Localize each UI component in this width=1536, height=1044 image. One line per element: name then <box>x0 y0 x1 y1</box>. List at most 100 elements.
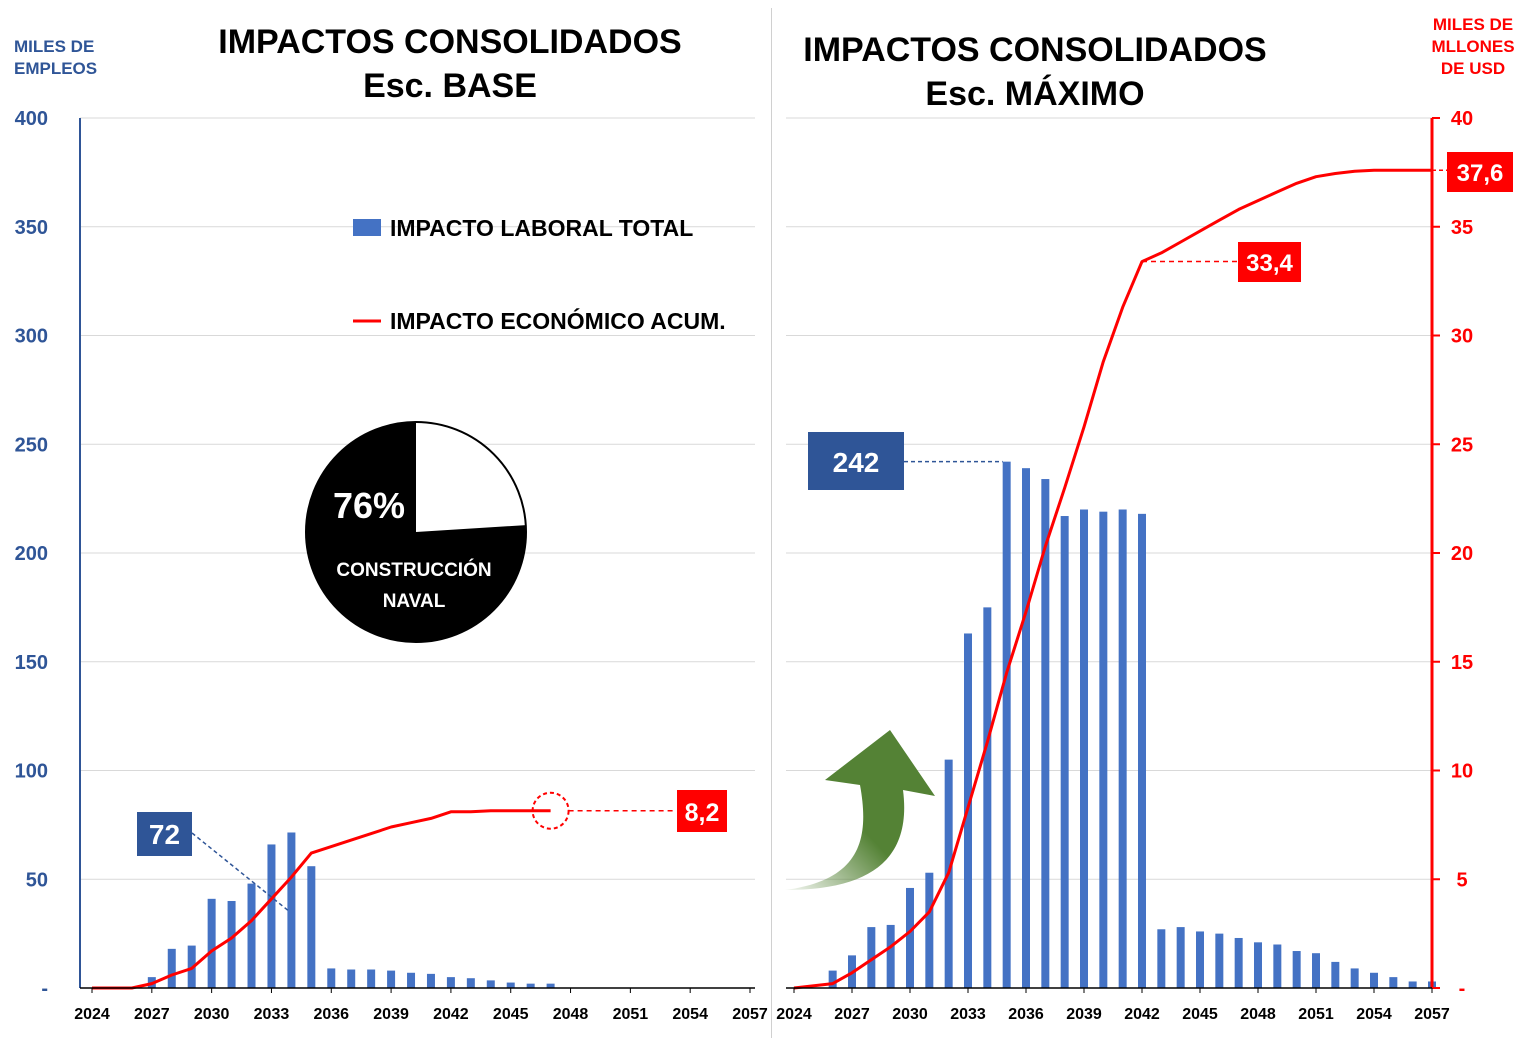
left-bar-2045 <box>506 982 515 988</box>
left-line-callout-box <box>677 790 727 832</box>
right-bar-2026 <box>828 970 837 988</box>
left-bar-2037 <box>347 969 356 988</box>
right-bar-2041 <box>1118 509 1127 988</box>
left-bar-2032 <box>247 883 256 988</box>
left-chart-title: IMPACTOS CONSOLIDADOS Esc. BASE <box>160 20 740 108</box>
right-y-tick-label: 25 <box>1451 434 1473 456</box>
right-bar-2043 <box>1157 929 1166 988</box>
right-x-tick-label: 2042 <box>1124 1006 1160 1023</box>
left-x-tick-label: 2039 <box>373 1006 409 1023</box>
left-y-tick-label: 350 <box>15 217 48 239</box>
right-x-tick-label: 2024 <box>776 1006 812 1023</box>
left-bar-2046 <box>526 983 535 988</box>
right-bar-2037 <box>1041 479 1050 988</box>
right-y-tick-label: 5 <box>1456 869 1467 891</box>
left-bar-2033 <box>267 844 276 988</box>
pie-percent-label: 76% <box>333 485 405 526</box>
right-bar-2044 <box>1176 927 1185 988</box>
left-economic-line <box>92 809 551 990</box>
left-y-tick-label: 200 <box>15 543 48 565</box>
right-y-tick-label: 35 <box>1451 217 1473 239</box>
left-bar-callout-label: 72 <box>149 819 180 850</box>
right-bar-2042 <box>1138 513 1146 988</box>
left-x-tick-label: 2027 <box>134 1006 170 1023</box>
right-title-line: IMPACTOS CONSOLIDADOS <box>803 31 1267 69</box>
left-bar-2031 <box>227 901 236 988</box>
right-bar-2035 <box>1002 461 1011 988</box>
left-line-callout-label: 8,2 <box>685 799 720 827</box>
right-line-end-callout-label: 37,6 <box>1457 160 1504 187</box>
right-y-tick-label: 10 <box>1451 761 1473 783</box>
right-bar-2038 <box>1060 516 1069 988</box>
left-y-tick-label: 150 <box>15 652 48 674</box>
right-x-tick-label: 2048 <box>1240 1006 1276 1023</box>
left-bar-2028 <box>167 948 176 988</box>
left-y-tick-label: 400 <box>15 108 48 130</box>
right-line-mid-callout-label: 33,4 <box>1246 250 1293 277</box>
right-axis-title-line3: DE USD <box>1440 59 1506 78</box>
right-bar-2045 <box>1196 931 1204 988</box>
right-bar-2040 <box>1099 511 1108 988</box>
right-bar-2029 <box>886 924 895 988</box>
left-x-tick-label: 2051 <box>613 1006 649 1023</box>
left-x-tick-label: 2036 <box>313 1006 349 1023</box>
right-line-mid-callout-box <box>1238 242 1301 282</box>
legend-bar-swatch <box>353 219 381 236</box>
left-bar-2043 <box>466 978 475 988</box>
left-bar-2036 <box>327 968 336 988</box>
left-bar-2047 <box>546 983 555 988</box>
right-axis-title-line2: MLLONES <box>1431 37 1515 56</box>
right-line-end-callout-box <box>1447 152 1513 192</box>
left-x-tick-label: 2057 <box>732 1006 768 1023</box>
right-x-tick-label: 2051 <box>1298 1006 1334 1023</box>
right-economic-line <box>793 168 1432 990</box>
right-bar-2056 <box>1408 981 1417 988</box>
right-bar-2051 <box>1312 953 1320 988</box>
right-axis-title-line1: MILES DE <box>1432 15 1514 34</box>
left-bar-2039 <box>387 970 396 988</box>
right-subtitle-line: Esc. MÁXIMO <box>925 75 1145 113</box>
legend-bar-label: IMPACTO LABORAL TOTAL <box>390 215 693 241</box>
right-bar-2046 <box>1215 933 1224 988</box>
right-x-tick-label: 2030 <box>892 1006 928 1023</box>
right-bar-2055 <box>1389 977 1398 988</box>
right-x-tick-label: 2027 <box>834 1006 870 1023</box>
left-x-tick-label: 2030 <box>194 1006 230 1023</box>
right-bar-callout-box <box>808 432 904 490</box>
left-bar-callout-box <box>137 812 192 856</box>
right-y-tick-label: 30 <box>1451 326 1473 348</box>
pie-slice-construccion-naval <box>306 422 527 642</box>
growth-arrow-icon <box>785 730 935 890</box>
right-bar-2049 <box>1273 944 1282 988</box>
left-bar-2041 <box>426 973 435 988</box>
right-x-tick-label: 2045 <box>1182 1006 1218 1023</box>
left-y-tick-label: 250 <box>15 434 48 456</box>
left-bar-2040 <box>407 972 416 988</box>
right-axis-title: MILES DE MLLONES DE USD <box>1418 14 1528 80</box>
pie-caption-line1: CONSTRUCCIÓN <box>336 559 491 581</box>
right-x-tick-label: 2039 <box>1066 1006 1102 1023</box>
legend-line-label: IMPACTO ECONÓMICO ACUM. <box>390 307 726 334</box>
right-bar-2039 <box>1080 509 1088 988</box>
left-axis-title: MILES DE EMPLEOS <box>14 36 97 80</box>
left-bar-2038 <box>367 969 376 988</box>
left-subtitle-line: Esc. BASE <box>363 67 537 105</box>
left-axis-title-line1: MILES DE <box>14 37 95 56</box>
right-bar-2031 <box>925 872 934 988</box>
left-x-tick-label: 2024 <box>74 1006 110 1023</box>
right-x-tick-label: 2054 <box>1356 1006 1392 1023</box>
left-x-tick-label: 2045 <box>493 1006 529 1023</box>
right-y-tick-label: 20 <box>1451 543 1473 565</box>
left-bar-2042 <box>446 977 455 988</box>
left-y-tick-label: 50 <box>26 869 48 891</box>
right-bar-2047 <box>1234 937 1243 988</box>
left-y-tick-label: 100 <box>15 761 48 783</box>
left-y-tick-label: - <box>41 978 48 1000</box>
right-x-tick-label: 2057 <box>1414 1006 1450 1023</box>
right-bar-2034 <box>983 607 992 988</box>
left-bar-2034 <box>287 832 296 988</box>
right-x-tick-label: 2033 <box>950 1006 986 1023</box>
right-bar-2036 <box>1022 468 1030 988</box>
